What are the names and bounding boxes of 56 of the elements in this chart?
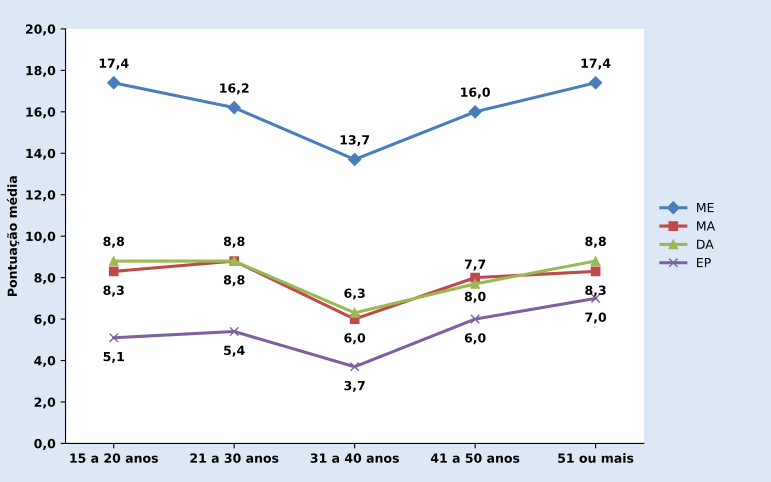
point (228, 101, 241, 114)
y-tick-label: 6,0 (34, 314, 56, 326)
data-label: 8,8 (103, 236, 124, 248)
data-label: 17,4 (100, 58, 129, 70)
x-tick-label: 41 a 50 anos (430, 453, 520, 463)
legend-label: DA (697, 240, 714, 249)
point (590, 266, 600, 276)
point (468, 105, 482, 118)
data-label: 5,4 (224, 346, 245, 357)
point (470, 314, 480, 324)
data-label: 16,2 (220, 83, 249, 94)
data-label: 8,3 (585, 286, 606, 297)
point (107, 76, 120, 90)
data-label: 3,7 (344, 380, 365, 392)
y-tick-label: 4,0 (34, 356, 56, 368)
y-tick-label: 10,0 (26, 232, 56, 243)
point (470, 278, 480, 289)
data-label: 5,1 (104, 352, 124, 363)
x-tick-label: 51 ou mais (558, 453, 634, 463)
data-label: 6,0 (464, 333, 486, 344)
y-tick-label: 12,0 (26, 190, 56, 202)
point (348, 152, 362, 166)
data-label: 8,3 (103, 286, 124, 297)
point (350, 362, 360, 372)
y-tick-label: 16,0 (26, 107, 56, 118)
y-tick-label: 18,0 (26, 66, 56, 77)
x-tick-label: 15 a 20 anos (70, 453, 158, 463)
point (229, 326, 240, 336)
data-label: 17,4 (582, 58, 610, 70)
y-tick-label: 14,0 (26, 148, 56, 160)
data-label: 16,0 (461, 87, 490, 98)
data-label: 8,8 (585, 236, 606, 248)
y-tick-label: 8,0 (34, 273, 56, 284)
point (350, 308, 360, 318)
legend-label: MA (697, 221, 716, 230)
data-label: 8,0 (464, 292, 486, 303)
data-label: 13,7 (340, 135, 370, 146)
data-label: 8,8 (224, 275, 244, 286)
y-tick-label: 20,0 (26, 24, 56, 36)
point (590, 256, 600, 266)
point (108, 332, 119, 343)
data-label: 6,3 (344, 288, 365, 300)
point (108, 266, 119, 276)
y-axis-title: Pontuação média (6, 176, 20, 296)
point (108, 256, 119, 266)
legend-label: EP (697, 258, 711, 268)
x-tick-label: 21 a 30 anos (190, 453, 278, 463)
y-tick-label: 0,0 (34, 438, 56, 450)
data-label: 7,7 (464, 260, 486, 271)
data-label: 6,0 (344, 333, 366, 344)
legend-label: ME (697, 202, 714, 212)
data-label: 7,0 (585, 312, 606, 324)
point (589, 76, 602, 90)
y-tick-label: 2,0 (34, 397, 56, 409)
data-label: 8,8 (224, 236, 244, 248)
x-tick-label: 31 a 40 anos (310, 453, 399, 463)
